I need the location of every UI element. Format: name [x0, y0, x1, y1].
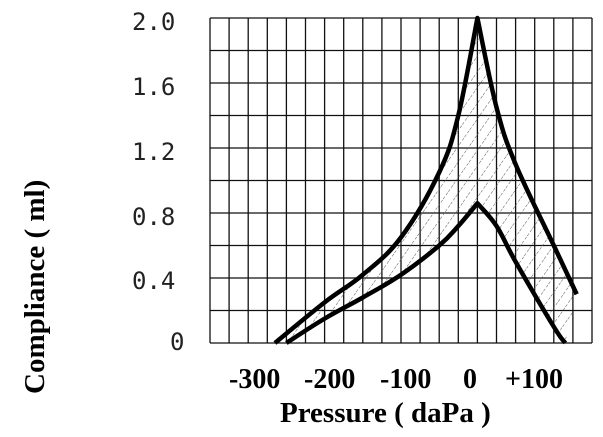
y-axis-ticks: 2.0 1.6 1.2 0.8 0.4 0 [132, 8, 184, 356]
y-tick-label: 0 [170, 328, 184, 356]
y-tick-label: 0.4 [132, 267, 175, 295]
x-axis-ticks: -300 -200 -100 0 +100 [229, 364, 563, 395]
x-tick-label: +100 [505, 364, 563, 395]
x-tick-label: -200 [304, 364, 355, 395]
upper-compliance-curve [273, 15, 579, 345]
y-tick-label: 2.0 [132, 8, 175, 36]
y-tick-label: 1.6 [132, 73, 175, 101]
y-tick-label: 0.8 [132, 203, 175, 231]
x-tick-label: 0 [463, 364, 477, 395]
x-tick-label: -300 [229, 364, 280, 395]
x-tick-label: -100 [380, 364, 431, 395]
x-axis-label: Pressure ( daPa ) [280, 397, 491, 429]
y-axis-label: Compliance ( ml) [19, 180, 51, 394]
lower-compliance-curve [285, 201, 568, 345]
y-tick-label: 1.2 [132, 138, 175, 166]
